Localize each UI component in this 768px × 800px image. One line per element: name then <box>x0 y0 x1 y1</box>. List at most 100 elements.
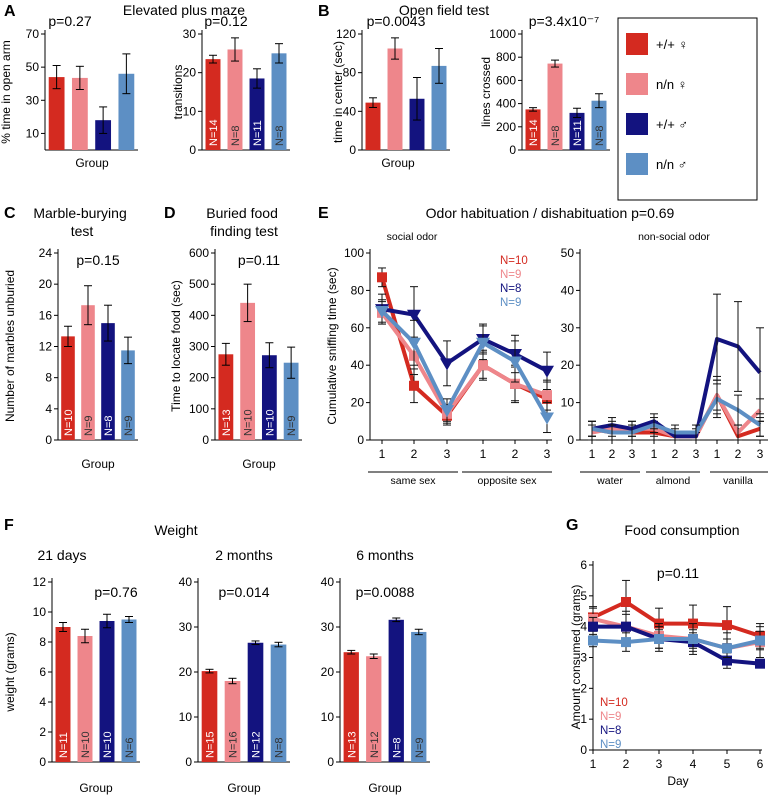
legend-swatch-nn-female <box>626 73 648 95</box>
e1-series-2-point-1 <box>407 309 421 322</box>
b2-ytick-label-4: 800 <box>496 50 516 64</box>
f2-bar-2 <box>247 642 264 762</box>
g-ylabel: Amount consumed (grams) <box>569 585 583 730</box>
d-ylabel: Time to locate food (sec) <box>169 280 183 412</box>
a2-ylabel: transitions <box>171 65 185 120</box>
a2-ytick-label-2: 20 <box>183 66 197 80</box>
legend-label-nn-male: n/n ♂ <box>656 157 687 172</box>
d-ytick-label-1: 100 <box>189 402 209 416</box>
e2-ytick-label-1: 10 <box>561 396 575 410</box>
f2-ytick-label-1: 10 <box>179 710 193 724</box>
b2-ytick-label-5: 1000 <box>489 27 516 41</box>
e2-ytick-label-0: 0 <box>567 433 574 447</box>
g-series-2-point-5 <box>755 658 765 669</box>
legend-label-nn-female: n/n ♀ <box>656 77 687 92</box>
f1-ytick-label-1: 2 <box>39 725 46 739</box>
chart-a1: 10 30 50 70 p=0.27 Group % time in open arm <box>0 13 138 170</box>
b1-bar-1 <box>387 48 403 150</box>
f3-n-label-3: N=9 <box>414 738 426 759</box>
e1-ytick-label-4: 80 <box>351 283 365 297</box>
d-ytick-label-2: 200 <box>189 371 209 385</box>
d-ytick-label-0: 0 <box>202 433 209 447</box>
f1-n-label-0: N=11 <box>58 732 70 758</box>
e1-xtick-label-5: 3 <box>544 447 551 461</box>
f1-bar-1 <box>77 636 93 762</box>
g-ytick-label-3: 3 <box>580 651 587 665</box>
e1-group-opposite-sex: opposite sex <box>478 475 538 487</box>
panel-d-title-line2: finding test <box>210 223 278 239</box>
g-ytick-label-0: 0 <box>580 743 587 757</box>
e1-series-3-line <box>380 309 549 419</box>
d-bar-2 <box>261 355 277 440</box>
f2-ytick-label-4: 40 <box>179 575 193 589</box>
g-series-0-point-1 <box>621 597 631 607</box>
e2-xtick-label-7: 2 <box>735 447 742 461</box>
f2-n-label-1: N=16 <box>228 731 240 758</box>
a1-ytick-label-3: 70 <box>26 27 40 41</box>
chart-b2: 0 200 400 600 800 1000 N=14 N=8 N=11 N=8 p=3.4x10⁻… <box>479 13 610 157</box>
chart-f2: 0 10 20 30 40 N=15 N=16 N=12 N=8 p=0.014 Group 2 mo… <box>179 547 290 795</box>
e2-group-almond: almond <box>656 475 691 487</box>
e1-group-same-sex: same sex <box>391 475 437 487</box>
f1-ytick-label-4: 8 <box>39 635 46 649</box>
a2-ytick-label-3: 30 <box>183 27 197 41</box>
e1-series-label-0: N=10 <box>500 255 528 267</box>
e2-series-1-line <box>591 393 762 439</box>
chart-f1: 0 2 4 6 8 10 12 N=11 N=10 N=10 N=6 p=0.76 Group weigh… <box>3 547 140 795</box>
f2-subtitle: 2 months <box>215 547 273 563</box>
c-bar-1 <box>81 305 95 440</box>
a1-xlabel: Group <box>75 156 109 170</box>
e2-series-2-line <box>591 337 762 439</box>
a1-bar-2 <box>95 120 112 150</box>
f1-xlabel: Group <box>79 781 113 795</box>
f1-subtitle: 21 days <box>37 547 86 563</box>
b1-bar-3 <box>431 65 447 150</box>
legend-swatch-nn-male <box>626 153 648 175</box>
g-xtick-label-3: 4 <box>690 757 697 771</box>
e1-subtitle: social odor <box>387 231 438 243</box>
c-xlabel: Group <box>81 457 115 471</box>
f1-ytick-label-5: 10 <box>33 605 47 619</box>
e2-group-vanilla: vanilla <box>723 475 753 487</box>
b2-ytick-label-2: 400 <box>496 97 516 111</box>
e1-series-label-3: N=9 <box>500 297 521 309</box>
e2-group-water: water <box>596 475 623 487</box>
g-series-label-1: N=9 <box>600 711 621 723</box>
f2-bar-3 <box>270 644 287 762</box>
panel-label-e: E <box>318 205 329 222</box>
panel-c-title-line2: test <box>71 223 94 239</box>
g-xtick-label-0: 1 <box>590 757 597 771</box>
c-ytick-label-0: 0 <box>45 433 52 447</box>
panel-d-title: Buried food finding test <box>206 205 282 239</box>
legend-frame <box>617 17 758 201</box>
g-series-3-point-2 <box>654 634 664 644</box>
c-bar-3 <box>121 350 135 440</box>
e1-series-3-point-1 <box>407 337 421 350</box>
e1-xtick-label-2: 3 <box>444 447 451 461</box>
c-n-label-2: N=8 <box>103 416 115 437</box>
c-ytick-label-2: 8 <box>45 371 52 385</box>
a2-bar-3 <box>271 53 287 151</box>
f3-n-label-2: N=8 <box>391 738 403 759</box>
d-ytick-label-5: 500 <box>189 277 209 291</box>
panel-e-title: Odor habituation / dishabituation p=0.69 <box>426 205 675 221</box>
f2-ytick-label-0: 0 <box>185 755 192 769</box>
f1-n-label-3: N=6 <box>124 738 136 759</box>
d-ytick-label-6: 600 <box>189 246 209 260</box>
g-series-0-line <box>592 600 761 638</box>
c-ytick-label-6: 24 <box>39 246 53 260</box>
f1-ylabel: weight (grams) <box>3 632 17 712</box>
g-series-label-0: N=10 <box>600 697 628 709</box>
e2-xtick-label-6: 1 <box>714 447 721 461</box>
c-ytick-label-5: 20 <box>39 277 53 291</box>
a2-bar-0 <box>205 59 221 151</box>
c-ylabel: Number of marbles unburied <box>3 270 17 422</box>
b1-bar-2 <box>409 98 425 150</box>
g-xtick-label-5: 6 <box>757 757 764 771</box>
e1-ytick-label-3: 60 <box>351 321 365 335</box>
c-n-label-3: N=9 <box>123 416 135 437</box>
a2-pvalue: p=0.12 <box>204 13 247 29</box>
g-ytick-label-5: 5 <box>580 589 587 603</box>
